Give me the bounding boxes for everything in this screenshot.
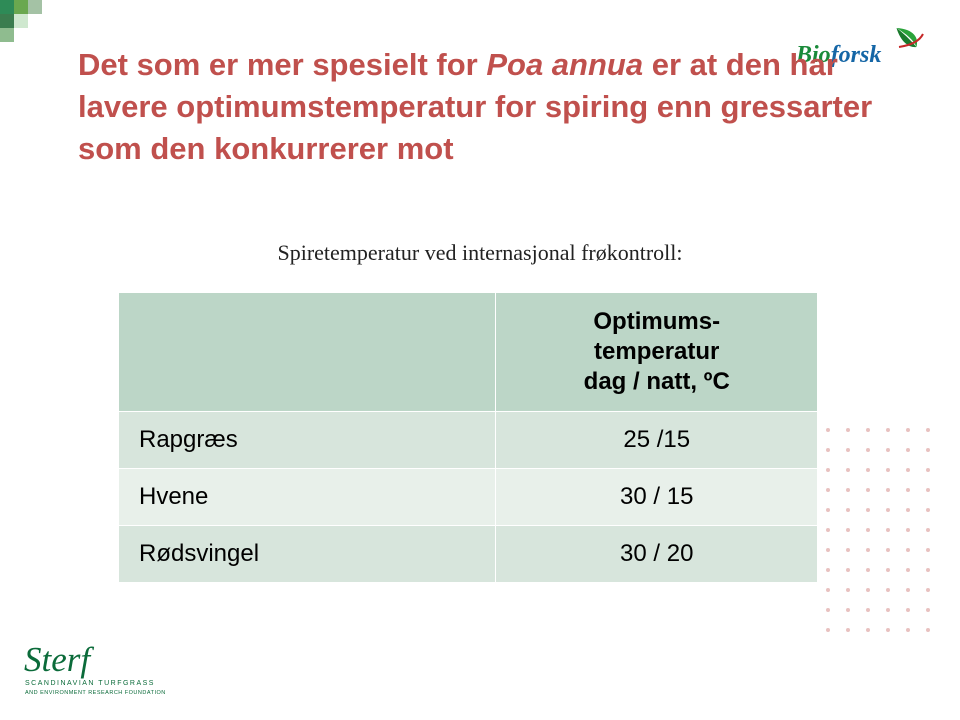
row2-label: Rødsvingel — [119, 526, 496, 583]
sterf-logo: Sterf SCANDINAVIAN TURFGRASS AND ENVIRON… — [24, 640, 214, 702]
row2-value: 30 / 20 — [496, 526, 818, 583]
row1-value: 30 / 15 — [496, 469, 818, 526]
row1-label: Hvene — [119, 469, 496, 526]
row0-value: 25 /15 — [496, 412, 818, 469]
headline-part1: Det som er mer spesielt for — [78, 47, 486, 82]
footer-sub2: AND ENVIRONMENT RESEARCH FOUNDATION — [25, 690, 166, 696]
table-row: Rapgræs 25 /15 — [119, 412, 818, 469]
footer-sub1: SCANDINAVIAN TURFGRASS — [25, 680, 155, 687]
subhead: Spiretemperatur ved internasjonal frøkon… — [0, 240, 960, 266]
germination-table: Optimums- temperatur dag / natt, ºC Rapg… — [118, 292, 818, 583]
leaf-icon — [897, 28, 924, 47]
headline: Det som er mer spesielt for Poa annua er… — [78, 44, 882, 170]
col2-header: Optimums- temperatur dag / natt, ºC — [496, 293, 818, 412]
corner-squares — [0, 0, 56, 42]
table-header-row: Optimums- temperatur dag / natt, ºC — [119, 293, 818, 412]
col2-header-line2: temperatur — [594, 338, 719, 365]
slide: Bioforsk Det som er mer spesielt for Poa… — [0, 0, 960, 720]
col2-header-line1: Optimums- — [593, 308, 720, 335]
headline-italic: Poa annua — [486, 47, 643, 82]
table-row: Rødsvingel 30 / 20 — [119, 526, 818, 583]
col2-header-line3: dag / natt, ºC — [584, 368, 730, 395]
row0-label: Rapgræs — [119, 412, 496, 469]
col1-header — [119, 293, 496, 412]
table-row: Hvene 30 / 15 — [119, 469, 818, 526]
footer-logo-text: Sterf — [24, 640, 94, 679]
dot-grid-deco — [818, 420, 938, 640]
